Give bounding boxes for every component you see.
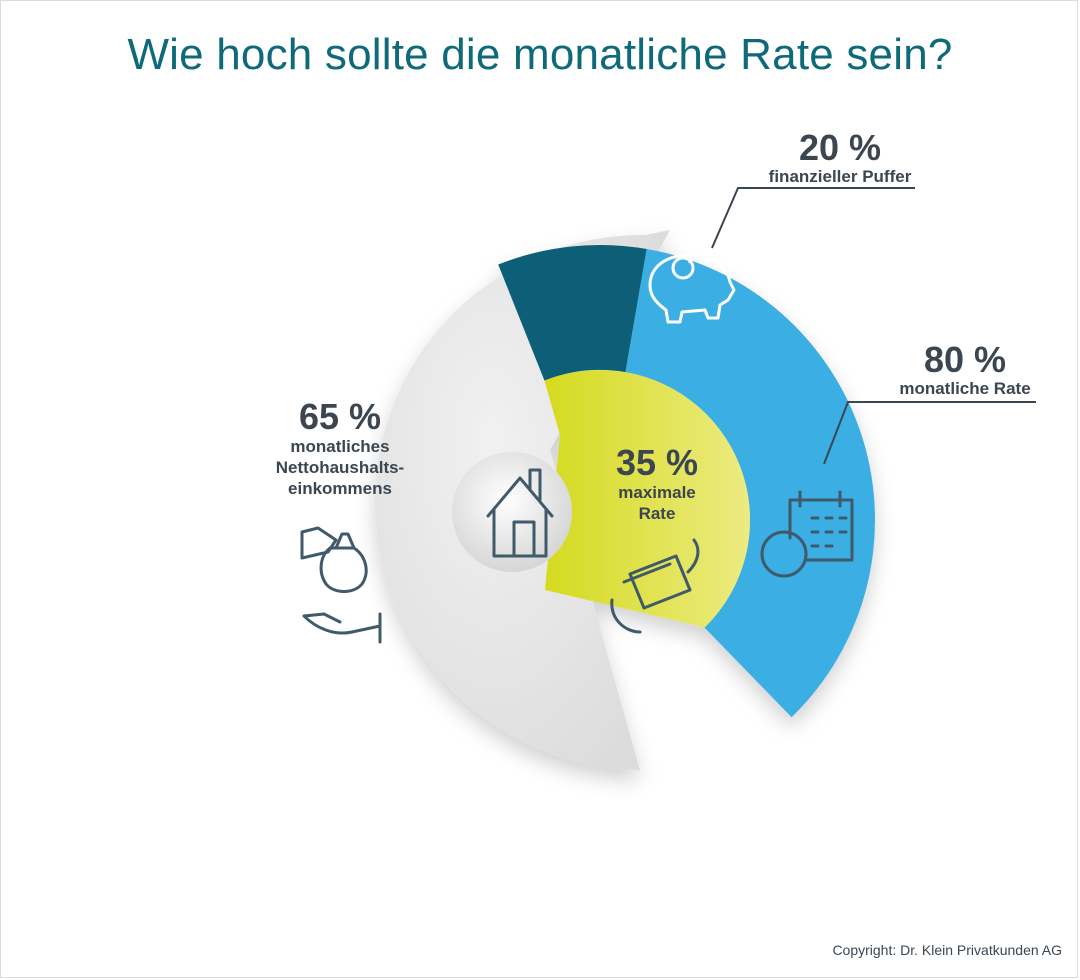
- monthly-rate-caption: monatliche Rate: [899, 379, 1031, 398]
- max-rate-caption-1: maximale: [618, 483, 696, 502]
- copyright-notice: Copyright: Dr. Klein Privatkunden AG: [832, 942, 1062, 958]
- buffer-percent: 20 %: [798, 127, 882, 168]
- center-hub: [452, 452, 572, 572]
- coin-icon: [671, 256, 695, 280]
- max-rate-label: 35 % maximale Rate: [592, 444, 722, 524]
- slice-buffer: [498, 245, 647, 381]
- income-percent: 65 %: [298, 396, 382, 437]
- max-rate-percent: 35 %: [615, 442, 699, 483]
- buffer-label: 20 % finanzieller Puffer: [750, 130, 930, 187]
- money-cycle-icon: [610, 538, 700, 634]
- income-caption-1: monatliches: [290, 437, 390, 456]
- open-hand-icon: [302, 612, 382, 644]
- chart-title: Wie hoch sollte die monatliche Rate sein…: [127, 30, 953, 79]
- slice-max-rate: [544, 370, 750, 628]
- buffer-caption: finanzieller Puffer: [768, 167, 912, 186]
- slice-monthly-rate: [625, 249, 875, 718]
- calendar-euro-icon: [788, 490, 854, 562]
- house-icon: [486, 468, 554, 558]
- leader-line-monthly-rate: [823, 401, 1036, 465]
- monthly-rate-label: 80 % monatliche Rate: [880, 342, 1050, 399]
- income-caption-2: Nettohaushalts-: [275, 458, 405, 477]
- monthly-rate-percent: 80 %: [923, 339, 1007, 380]
- income-caption-3: einkommens: [288, 479, 392, 498]
- income-label: 65 % monatliches Nettohaushalts- einkomm…: [250, 398, 430, 499]
- money-bag-icon: [300, 526, 368, 593]
- max-rate-caption-2: Rate: [638, 504, 676, 523]
- leader-line-buffer: [711, 187, 915, 249]
- euro-coin-icon: [760, 530, 808, 578]
